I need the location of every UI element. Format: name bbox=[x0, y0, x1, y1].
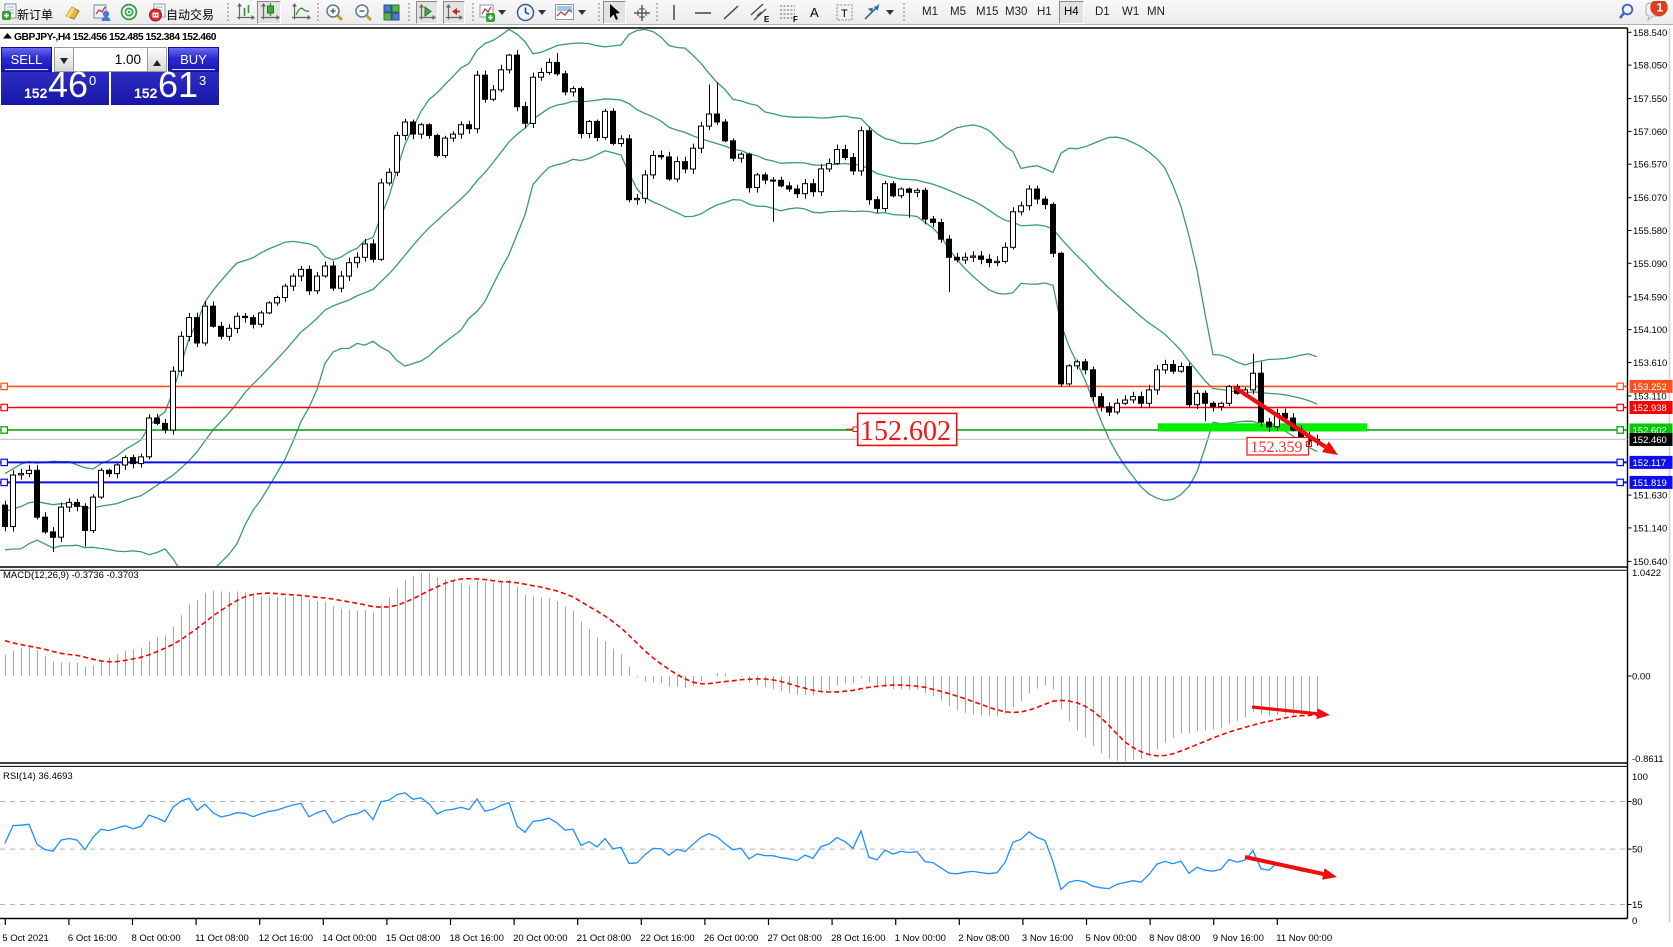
svg-text:0: 0 bbox=[1632, 916, 1637, 927]
svg-text:22 Oct 16:00: 22 Oct 16:00 bbox=[640, 933, 694, 944]
svg-text:27 Oct 08:00: 27 Oct 08:00 bbox=[768, 933, 822, 944]
svg-text:T: T bbox=[841, 8, 848, 20]
svg-text:154.590: 154.590 bbox=[1633, 292, 1667, 303]
svg-text:155.580: 155.580 bbox=[1633, 226, 1667, 237]
svg-text:151.819: 151.819 bbox=[1633, 478, 1667, 489]
svg-text:1.0422: 1.0422 bbox=[1632, 568, 1661, 579]
svg-text:20 Oct 00:00: 20 Oct 00:00 bbox=[513, 933, 567, 944]
svg-text:2 Nov 08:00: 2 Nov 08:00 bbox=[958, 933, 1009, 944]
svg-text:1: 1 bbox=[1657, 1, 1664, 15]
svg-text:50: 50 bbox=[1632, 845, 1643, 856]
svg-text:8 Oct 00:00: 8 Oct 00:00 bbox=[132, 933, 181, 944]
svg-text:15: 15 bbox=[1632, 900, 1643, 911]
svg-text:151.630: 151.630 bbox=[1633, 491, 1667, 502]
svg-text:9 Nov 16:00: 9 Nov 16:00 bbox=[1213, 933, 1264, 944]
svg-text:156.570: 156.570 bbox=[1633, 160, 1667, 171]
svg-text:5 Oct 2021: 5 Oct 2021 bbox=[2, 933, 48, 944]
svg-text:80: 80 bbox=[1632, 797, 1643, 808]
svg-text:154.100: 154.100 bbox=[1633, 325, 1667, 336]
svg-text:GBPJPY-,H4 152.456 152.485 15: GBPJPY-,H4 152.456 152.485 152.384 152.4… bbox=[14, 32, 217, 43]
svg-text:-0.8611: -0.8611 bbox=[1632, 754, 1664, 765]
svg-text:152.117: 152.117 bbox=[1633, 458, 1667, 469]
svg-text:11 Nov 00:00: 11 Nov 00:00 bbox=[1276, 933, 1332, 944]
svg-text:152.602: 152.602 bbox=[860, 416, 951, 447]
svg-text:28 Oct 16:00: 28 Oct 16:00 bbox=[831, 933, 885, 944]
svg-text:12 Oct 16:00: 12 Oct 16:00 bbox=[259, 933, 313, 944]
svg-text:153.252: 153.252 bbox=[1633, 382, 1667, 393]
svg-text:14 Oct 00:00: 14 Oct 00:00 bbox=[322, 933, 376, 944]
svg-text:153.610: 153.610 bbox=[1633, 358, 1667, 369]
svg-text:3 Nov 16:00: 3 Nov 16:00 bbox=[1022, 933, 1073, 944]
svg-text:15 Oct 08:00: 15 Oct 08:00 bbox=[386, 933, 440, 944]
svg-text:E: E bbox=[764, 15, 770, 23]
svg-text:152.460: 152.460 bbox=[1633, 435, 1667, 446]
svg-text:153.110: 153.110 bbox=[1633, 391, 1667, 402]
svg-text:0.00: 0.00 bbox=[1632, 672, 1651, 683]
svg-text:156.070: 156.070 bbox=[1633, 193, 1667, 204]
svg-text:6 Oct 16:00: 6 Oct 16:00 bbox=[68, 933, 117, 944]
svg-text:26 Oct 00:00: 26 Oct 00:00 bbox=[704, 933, 758, 944]
svg-text:RSI(14) 36.4693: RSI(14) 36.4693 bbox=[3, 771, 73, 782]
svg-text:152.602: 152.602 bbox=[1633, 426, 1667, 437]
svg-text:MACD(12,26,9) -0.3736 -0.3703: MACD(12,26,9) -0.3736 -0.3703 bbox=[3, 570, 139, 581]
svg-text:F: F bbox=[793, 15, 798, 23]
svg-text:21 Oct 08:00: 21 Oct 08:00 bbox=[577, 933, 631, 944]
svg-text:100: 100 bbox=[1632, 772, 1648, 783]
svg-text:157.550: 157.550 bbox=[1633, 94, 1667, 105]
svg-text:150.640: 150.640 bbox=[1633, 557, 1667, 568]
svg-text:152.938: 152.938 bbox=[1633, 403, 1667, 414]
svg-text:152.359: 152.359 bbox=[1251, 439, 1303, 456]
svg-text:11 Oct 08:00: 11 Oct 08:00 bbox=[195, 933, 249, 944]
svg-text:157.060: 157.060 bbox=[1633, 127, 1667, 138]
svg-text:5 Nov 00:00: 5 Nov 00:00 bbox=[1086, 933, 1137, 944]
svg-text:18 Oct 16:00: 18 Oct 16:00 bbox=[450, 933, 504, 944]
svg-text:158.540: 158.540 bbox=[1633, 28, 1667, 39]
svg-text:155.090: 155.090 bbox=[1633, 259, 1667, 270]
svg-text:151.140: 151.140 bbox=[1633, 523, 1667, 534]
svg-text:1 Nov 00:00: 1 Nov 00:00 bbox=[895, 933, 946, 944]
svg-text:8 Nov 08:00: 8 Nov 08:00 bbox=[1149, 933, 1200, 944]
svg-text:158.050: 158.050 bbox=[1633, 61, 1667, 72]
